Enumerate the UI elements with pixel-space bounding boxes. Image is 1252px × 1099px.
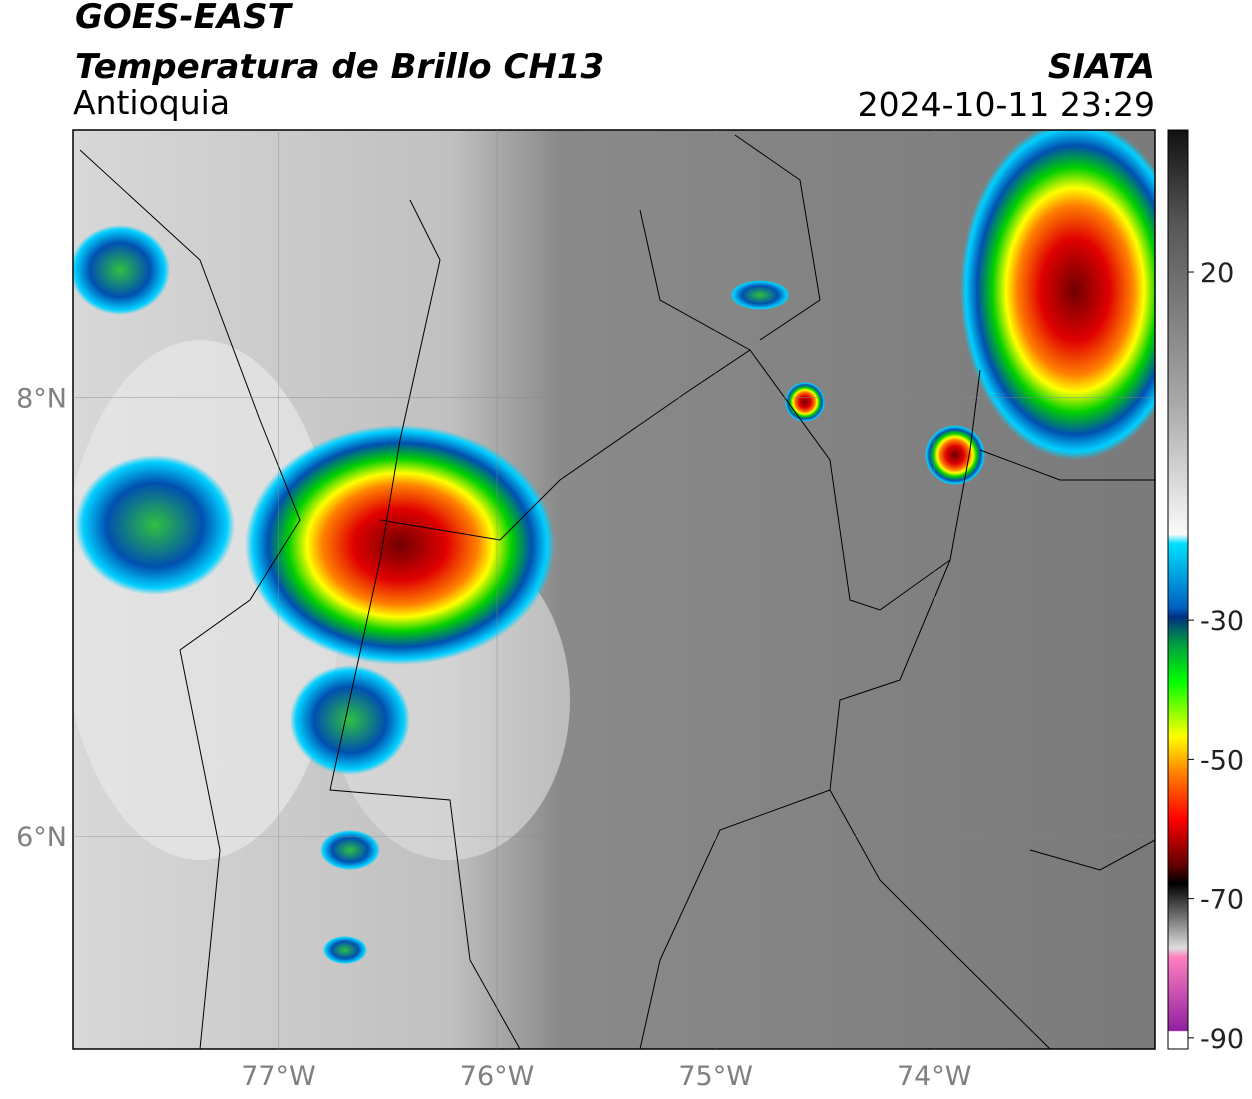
agency: SIATA <box>1048 47 1155 87</box>
colorbar-tick-label: -50 <box>1200 745 1244 776</box>
colorbar <box>1167 129 1189 1050</box>
datetime: 2024-10-11 23:29 <box>858 85 1155 124</box>
colorbar-tick-label: -30 <box>1200 606 1244 637</box>
colorbar-tick-label: -90 <box>1200 1024 1244 1055</box>
lon-tick-label: 74°W <box>897 1061 972 1092</box>
map-image <box>73 130 1155 1049</box>
lon-tick-label: 77°W <box>241 1061 316 1092</box>
lat-tick-label: 8°N <box>16 384 67 415</box>
colorbar-tick-label: -70 <box>1200 885 1244 916</box>
colorbar-tick-label: 20 <box>1200 258 1234 289</box>
map-frame <box>72 129 1156 1050</box>
lat-tick-label: 6°N <box>16 822 67 853</box>
lon-tick-label: 76°W <box>460 1061 535 1092</box>
lon-tick-label: 75°W <box>678 1061 753 1092</box>
product-title: Temperatura de Brillo CH13 <box>75 47 604 87</box>
satellite-title: GOES-EAST <box>75 0 294 37</box>
region: Antioquia <box>73 83 230 122</box>
